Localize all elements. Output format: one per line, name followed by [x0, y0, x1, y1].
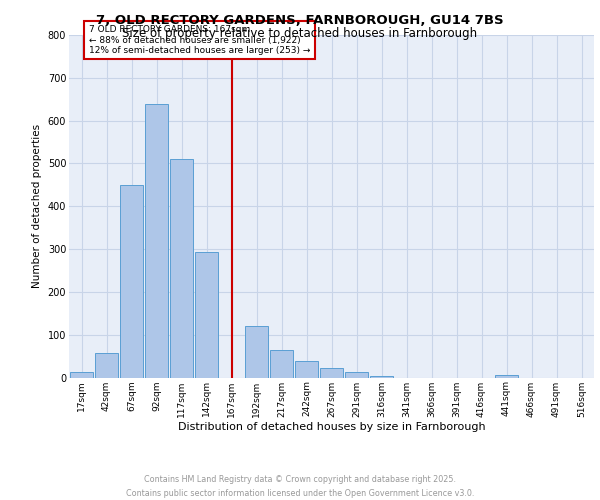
Bar: [70, 372, 93, 378]
Bar: [95, 353, 118, 378]
Bar: [170, 159, 193, 378]
Bar: [370, 376, 393, 378]
Text: Size of property relative to detached houses in Farnborough: Size of property relative to detached ho…: [122, 28, 478, 40]
Bar: [295, 361, 318, 378]
Bar: [245, 326, 268, 378]
Bar: [195, 252, 218, 378]
X-axis label: Distribution of detached houses by size in Farnborough: Distribution of detached houses by size …: [178, 422, 485, 432]
Text: 7 OLD RECTORY GARDENS: 167sqm
← 88% of detached houses are smaller (1,922)
12% o: 7 OLD RECTORY GARDENS: 167sqm ← 88% of d…: [89, 25, 310, 55]
Y-axis label: Number of detached properties: Number of detached properties: [32, 124, 42, 288]
Bar: [320, 368, 343, 378]
Bar: [120, 185, 143, 378]
Bar: [145, 104, 168, 378]
Text: 7, OLD RECTORY GARDENS, FARNBOROUGH, GU14 7BS: 7, OLD RECTORY GARDENS, FARNBOROUGH, GU1…: [96, 14, 504, 27]
Bar: [270, 350, 293, 378]
Bar: [345, 372, 368, 378]
Text: Contains HM Land Registry data © Crown copyright and database right 2025.
Contai: Contains HM Land Registry data © Crown c…: [126, 476, 474, 498]
Bar: [495, 376, 518, 378]
